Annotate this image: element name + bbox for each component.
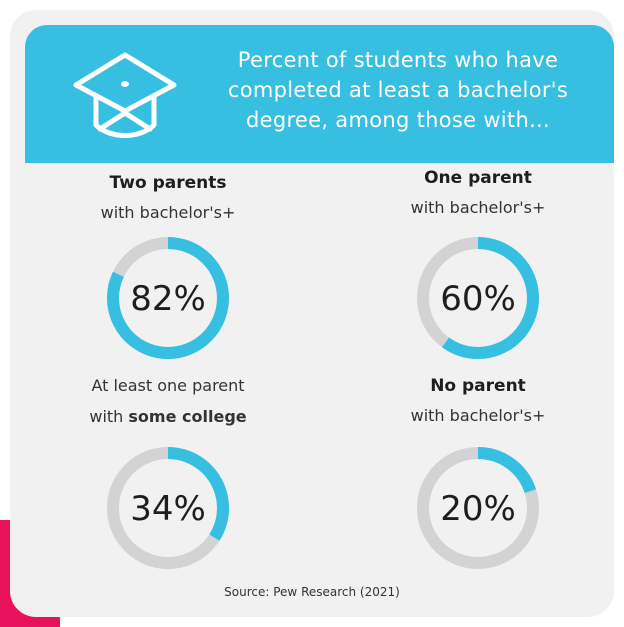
donut-value-label: 60% — [440, 279, 516, 319]
group-label-two-parents: Two parents with bachelor's+ — [38, 173, 298, 222]
source-caption: Source: Pew Research (2021) — [224, 585, 400, 599]
donut-value-label: 82% — [130, 279, 206, 319]
label-line2: with bachelor's+ — [410, 406, 546, 425]
header-banner: Percent of students who have completed a… — [25, 25, 614, 163]
label-line1: At least one parent — [91, 376, 245, 395]
graduation-cap-icon — [73, 52, 177, 138]
donut-value-arc — [107, 237, 229, 359]
label-line2: with bachelor's+ — [100, 203, 236, 222]
title-line-1: Percent of students who have — [237, 48, 559, 72]
donut-two-parents: 82% — [107, 237, 229, 359]
label-line1-bold: Two parents — [109, 173, 227, 193]
donut-value-arc — [107, 447, 229, 569]
label-line2-bold: some college — [128, 407, 247, 426]
donut-some-college: 34% — [107, 447, 229, 569]
donut-no-parent: 20% — [417, 447, 539, 569]
label-line1-bold: No parent — [430, 376, 526, 396]
infographic-card: Percent of students who have completed a… — [10, 10, 614, 617]
title-line-3: degree, among those with... — [245, 108, 551, 132]
label-line2: with bachelor's+ — [410, 198, 546, 217]
chart-title: Percent of students who have completed a… — [203, 45, 593, 135]
donut-value-label: 20% — [440, 489, 516, 529]
donut-one-parent: 60% — [417, 237, 539, 359]
label-line1-bold: One parent — [424, 168, 532, 188]
group-label-one-parent: One parent with bachelor's+ — [348, 168, 608, 217]
group-label-some-college: At least one parent with some college — [38, 376, 298, 426]
group-label-no-parent: No parent with bachelor's+ — [348, 376, 608, 425]
title-line-2: completed at least a bachelor's — [227, 78, 569, 102]
donut-value-arc — [417, 237, 539, 359]
label-line2: with — [89, 407, 129, 426]
donut-value-arc — [417, 447, 539, 569]
donut-value-label: 34% — [130, 489, 206, 529]
